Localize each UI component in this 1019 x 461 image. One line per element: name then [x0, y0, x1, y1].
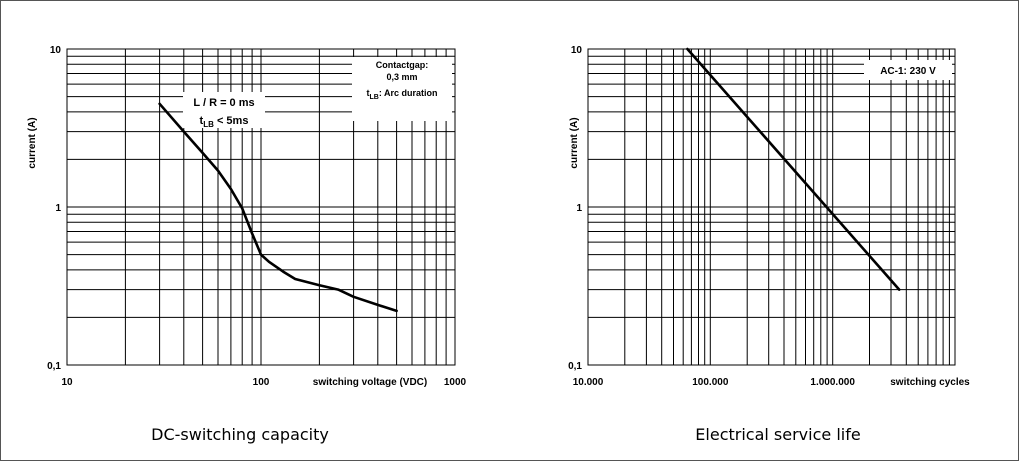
chart2-y-tick-1: 1 — [576, 203, 582, 214]
dc-switching-chart: current (A) switching voltage (VDC) 0,1 … — [27, 45, 467, 444]
chart1-annotation-line-0: Contactgap: — [376, 60, 429, 70]
series-line-0 — [158, 102, 398, 313]
chart1-y-tick-1: 1 — [55, 203, 61, 214]
chart1-x-tick-2: 1000 — [444, 377, 467, 388]
chart1-y-tick-0: 0,1 — [47, 361, 61, 372]
chart1-annotation-line-1: 0,3 mm — [386, 72, 417, 82]
service-life-chart: current (A) switching cycles 0,1 1 10 10… — [568, 45, 970, 444]
chart1-annotation-line-2: tLB: Arc duration — [366, 88, 437, 101]
chart2-grid — [588, 49, 955, 365]
chart1-x-tick-1: 100 — [253, 377, 270, 388]
chart2-curve — [686, 47, 901, 291]
chart2-x-axis-label: switching cycles — [890, 377, 970, 388]
chart1-annotation-box: Contactgap: 0,3 mm tLB: Arc duration — [352, 57, 452, 121]
chart1-curve-label: L / R = 0 ms tLB < 5ms — [183, 92, 265, 129]
chart1-x-axis-label: switching voltage (VDC) — [313, 377, 427, 388]
chart1-plot-area — [66, 48, 456, 366]
chart2-x-tick-2: 1.000.000 — [810, 377, 855, 388]
series-line-0 — [686, 47, 901, 291]
chart1-curve-label-line-0: L / R = 0 ms — [193, 97, 254, 109]
chart2-y-axis-label: current (A) — [569, 117, 580, 168]
chart2-y-tick-0: 0,1 — [568, 361, 582, 372]
chart2-annotation-line-0: AC-1: 230 V — [880, 66, 936, 77]
chart1-caption: DC-switching capacity — [151, 425, 329, 444]
chart1-y-tick-2: 10 — [50, 45, 62, 56]
chart1-y-axis-label: current (A) — [27, 117, 38, 168]
chart2-plot-area — [587, 48, 956, 366]
chart2-y-tick-2: 10 — [571, 45, 583, 56]
chart1-curve — [158, 102, 398, 313]
chart1-x-tick-0: 10 — [61, 377, 73, 388]
chart2-caption: Electrical service life — [695, 425, 860, 444]
chart2-x-tick-0: 10.000 — [573, 377, 604, 388]
chart2-x-tick-1: 100.000 — [692, 377, 729, 388]
chart2-annotation-box: AC-1: 230 V — [864, 60, 952, 80]
